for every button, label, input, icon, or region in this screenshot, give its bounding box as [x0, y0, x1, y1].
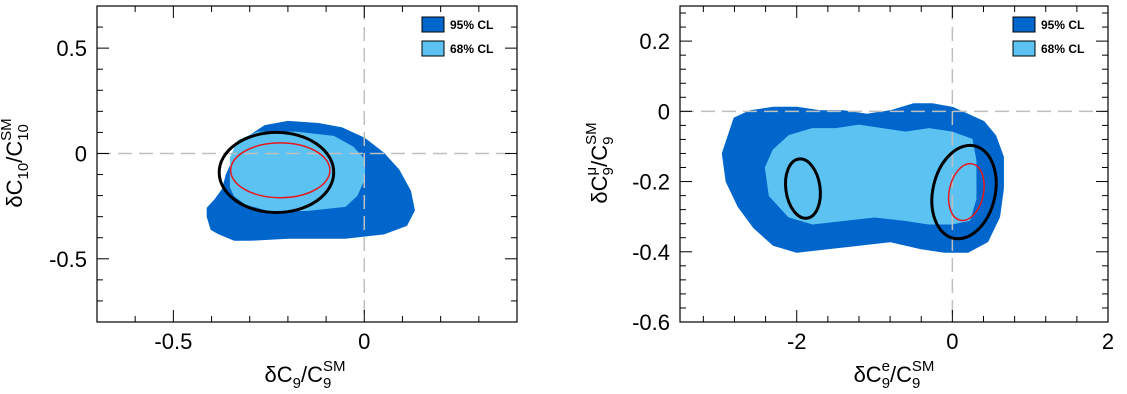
legend-label-68cl: 68% CL	[450, 42, 493, 56]
black-contour-1	[930, 143, 998, 241]
red-contour-2	[947, 162, 985, 222]
x-axis-label-sub: 9	[882, 375, 890, 392]
legend-swatch-95cl	[421, 16, 445, 33]
right-panel: -2 0 2-0.6-0.4-0.200.2δC9e/C9SMδC9μ/C9SM95…	[583, 5, 1114, 392]
y-axis-label-sub2: 10	[15, 124, 32, 141]
x-tick-label: 2	[1102, 329, 1114, 354]
legend-swatch-68cl	[1012, 40, 1036, 57]
red-contour-1	[229, 142, 331, 199]
x-axis-label-main: δC	[854, 362, 882, 387]
legend-label-95cl: 95% CL	[1041, 18, 1084, 32]
y-axis-label-sup2: SM	[0, 118, 15, 140]
plot-area	[97, 6, 517, 322]
x-tick-label: -2	[787, 329, 807, 354]
legend: 95% CL 68% CL	[1012, 16, 1084, 57]
y-axis-label: δC10/C10SM	[0, 118, 32, 207]
x-axis-label: δC9e/C9SM	[854, 358, 935, 392]
y-tick-label: -0.4	[632, 240, 670, 265]
y-tick-label: 0.2	[639, 29, 670, 54]
y-axis-label-sub: 9	[600, 167, 617, 175]
y-axis-label-sub2: 9	[600, 137, 617, 145]
plot-frame	[96, 5, 518, 323]
axis-ticks	[97, 5, 518, 323]
black-contour-0	[783, 157, 822, 220]
y-axis-label-sup2: SM	[583, 122, 600, 145]
x-tick-label: 0	[358, 329, 370, 354]
region-68cl	[764, 124, 977, 225]
x-axis-label-sup2: SM	[912, 358, 935, 375]
y-tick-label: 0.5	[56, 36, 87, 61]
legend-swatch-68cl	[421, 40, 445, 57]
y-tick-label: -0.2	[632, 170, 670, 195]
y-axis-label-sub: 10	[15, 163, 32, 180]
y-axis-label-sup: μ	[583, 167, 600, 176]
x-axis-label-sup: e	[882, 358, 890, 375]
x-axis-label-over: /C	[301, 362, 323, 387]
x-tick-label: 0	[946, 329, 958, 354]
y-axis-label-main: δC	[587, 175, 612, 203]
x-axis-label-sub2: 9	[323, 375, 331, 392]
x-axis-label-over: /C	[890, 362, 912, 387]
y-axis-label-main: δC	[2, 179, 27, 207]
y-axis-label-over: /C	[2, 141, 27, 163]
legend-label-68cl: 68% CL	[1041, 42, 1084, 56]
x-axis-label-main: δC	[265, 362, 293, 387]
y-axis-label: δC9μ/C9SM	[583, 122, 617, 203]
plot-area	[680, 6, 1108, 322]
x-axis-label-sub2: 9	[912, 375, 920, 392]
x-axis-label-sup2: SM	[323, 358, 346, 375]
y-axis-label-over: /C	[587, 145, 612, 167]
plot-frame	[679, 5, 1109, 323]
black-contour-0	[217, 130, 336, 214]
y-tick-label: -0.5	[49, 247, 87, 272]
legend-swatch-95cl	[1012, 16, 1036, 33]
legend-label-95cl: 95% CL	[450, 18, 493, 32]
y-tick-label: -0.6	[632, 310, 670, 335]
legend: 95% CL 68% CL	[421, 16, 493, 57]
y-tick-label: 0	[75, 141, 87, 166]
x-axis-label-sub: 9	[293, 375, 301, 392]
axis-ticks	[680, 6, 1109, 323]
x-axis-label: δC9/C9SM	[265, 358, 346, 392]
x-tick-label: -0.5	[154, 329, 192, 354]
y-tick-label: 0	[658, 99, 670, 124]
